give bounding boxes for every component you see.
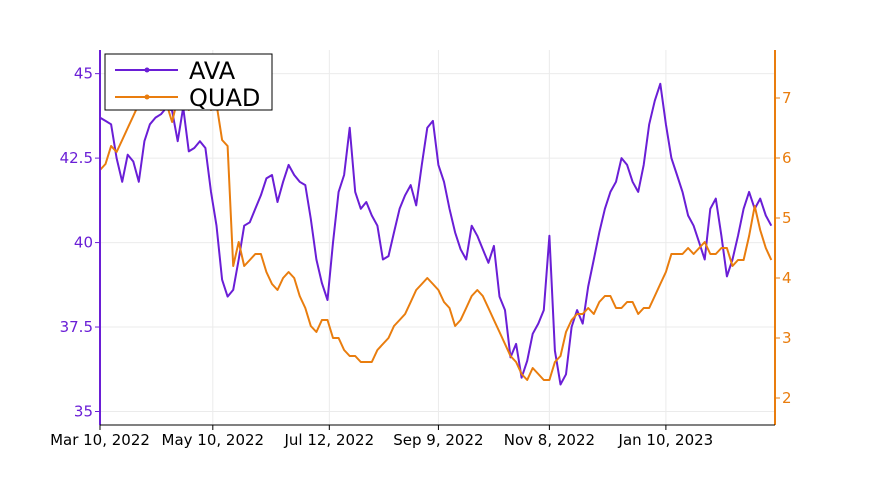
right-tick-label: 4 xyxy=(782,269,792,287)
x-tick-label: Mar 10, 2022 xyxy=(50,431,150,449)
legend-label-ava: AVA xyxy=(189,57,236,85)
right-axis-ticks: 2 3 4 5 6 7 xyxy=(775,89,792,407)
left-tick-label: 42.5 xyxy=(60,149,93,167)
x-axis-ticks: Mar 10, 2022 May 10, 2022 Jul 12, 2022 Sep … xyxy=(50,425,713,449)
x-tick-label: Jan 10, 2023 xyxy=(618,431,714,449)
right-tick-label: 6 xyxy=(782,149,792,167)
left-tick-label: 37.5 xyxy=(60,318,93,336)
right-tick-label: 5 xyxy=(782,209,792,227)
left-tick-label: 35 xyxy=(74,402,93,420)
legend-marker-quad xyxy=(144,94,150,100)
right-tick-label: 3 xyxy=(782,329,792,347)
series-layer xyxy=(99,82,773,386)
legend-label-quad: QUAD xyxy=(189,84,260,112)
left-tick-label: 45 xyxy=(74,65,93,83)
x-tick-label: May 10, 2022 xyxy=(162,431,265,449)
left-axis-ticks: 35 37.5 40 42.5 45 xyxy=(60,65,100,420)
series-line-ava xyxy=(99,82,773,386)
legend: AVA QUAD xyxy=(104,53,273,112)
right-tick-label: 2 xyxy=(782,389,792,407)
x-tick-label: Sep 9, 2022 xyxy=(393,431,483,449)
x-tick-label: Jul 12, 2022 xyxy=(283,431,374,449)
x-tick-label: Nov 8, 2022 xyxy=(504,431,595,449)
legend-box xyxy=(104,53,273,111)
legend-marker-ava xyxy=(144,67,150,73)
left-tick-label: 40 xyxy=(74,234,93,252)
right-tick-label: 7 xyxy=(782,89,792,107)
